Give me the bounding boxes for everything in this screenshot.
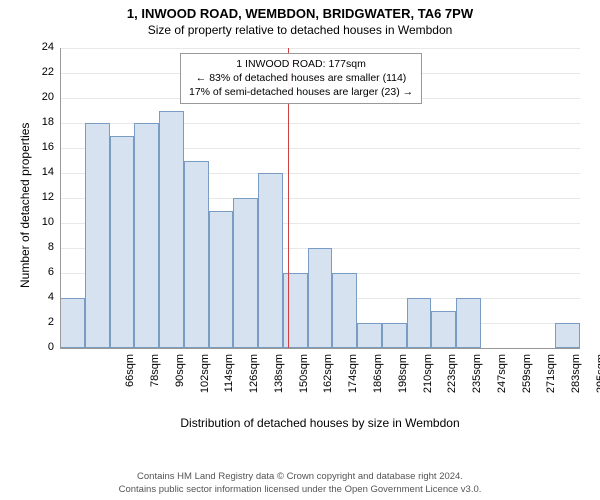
histogram-bar bbox=[357, 323, 382, 348]
x-tick-label: 210sqm bbox=[422, 354, 434, 409]
histogram-bar bbox=[283, 273, 308, 348]
x-tick-label: 174sqm bbox=[347, 354, 359, 409]
x-tick-label: 295sqm bbox=[595, 354, 600, 409]
x-tick-label: 126sqm bbox=[248, 354, 260, 409]
footer: Contains HM Land Registry data © Crown c… bbox=[0, 471, 600, 496]
x-tick-label: 138sqm bbox=[273, 354, 285, 409]
y-tick-label: 20 bbox=[32, 91, 54, 103]
histogram-bar bbox=[407, 298, 432, 348]
y-tick-label: 24 bbox=[32, 41, 54, 53]
footer-line-1: Contains HM Land Registry data © Crown c… bbox=[0, 471, 600, 483]
y-tick-label: 18 bbox=[32, 116, 54, 128]
histogram-bar bbox=[258, 173, 283, 348]
y-tick-label: 2 bbox=[32, 316, 54, 328]
x-tick-label: 150sqm bbox=[298, 354, 310, 409]
y-tick-label: 6 bbox=[32, 266, 54, 278]
y-tick-label: 22 bbox=[32, 66, 54, 78]
x-tick-label: 283sqm bbox=[570, 354, 582, 409]
annotation-line-3: 17% of semi-detached houses are larger (… bbox=[189, 85, 413, 99]
histogram-bar bbox=[456, 298, 481, 348]
x-tick-label: 247sqm bbox=[496, 354, 508, 409]
annotation-line-2: ← 83% of detached houses are smaller (11… bbox=[189, 71, 413, 85]
x-tick-label: 66sqm bbox=[124, 354, 136, 409]
y-tick-label: 8 bbox=[32, 241, 54, 253]
chart-container: 1, INWOOD ROAD, WEMBDON, BRIDGWATER, TA6… bbox=[0, 0, 600, 500]
gridline bbox=[60, 48, 580, 49]
histogram-bar bbox=[85, 123, 110, 348]
x-axis-label: Distribution of detached houses by size … bbox=[60, 416, 580, 430]
y-tick-label: 4 bbox=[32, 291, 54, 303]
footer-line-2: Contains public sector information licen… bbox=[0, 484, 600, 496]
histogram-bar bbox=[332, 273, 357, 348]
histogram-bar bbox=[134, 123, 159, 348]
histogram-bar bbox=[209, 211, 234, 349]
y-tick-label: 10 bbox=[32, 216, 54, 228]
x-tick-label: 162sqm bbox=[322, 354, 334, 409]
y-axis-line bbox=[60, 48, 61, 348]
x-tick-label: 198sqm bbox=[397, 354, 409, 409]
histogram-bar bbox=[184, 161, 209, 349]
histogram-bar bbox=[431, 311, 456, 349]
histogram-bar bbox=[555, 323, 580, 348]
y-tick-label: 16 bbox=[32, 141, 54, 153]
x-tick-label: 186sqm bbox=[372, 354, 384, 409]
x-tick-label: 90sqm bbox=[174, 354, 186, 409]
x-tick-label: 78sqm bbox=[149, 354, 161, 409]
histogram-bar bbox=[233, 198, 258, 348]
x-tick-label: 223sqm bbox=[446, 354, 458, 409]
x-tick-label: 259sqm bbox=[521, 354, 533, 409]
histogram-bar bbox=[308, 248, 333, 348]
histogram-bar bbox=[110, 136, 135, 349]
y-tick-label: 0 bbox=[32, 341, 54, 353]
x-axis-line bbox=[60, 348, 580, 349]
x-tick-label: 271sqm bbox=[545, 354, 557, 409]
chart-title-main: 1, INWOOD ROAD, WEMBDON, BRIDGWATER, TA6… bbox=[0, 0, 600, 21]
annotation-line-1: 1 INWOOD ROAD: 177sqm bbox=[189, 57, 413, 71]
x-tick-label: 235sqm bbox=[471, 354, 483, 409]
annotation-box: 1 INWOOD ROAD: 177sqm ← 83% of detached … bbox=[180, 53, 422, 104]
y-axis-label: Number of detached properties bbox=[18, 123, 32, 288]
y-tick-label: 12 bbox=[32, 191, 54, 203]
x-tick-label: 114sqm bbox=[223, 354, 235, 409]
histogram-bar bbox=[382, 323, 407, 348]
histogram-bar bbox=[159, 111, 184, 349]
x-tick-label: 102sqm bbox=[199, 354, 211, 409]
y-tick-label: 14 bbox=[32, 166, 54, 178]
chart-title-sub: Size of property relative to detached ho… bbox=[0, 21, 600, 37]
histogram-bar bbox=[60, 298, 85, 348]
